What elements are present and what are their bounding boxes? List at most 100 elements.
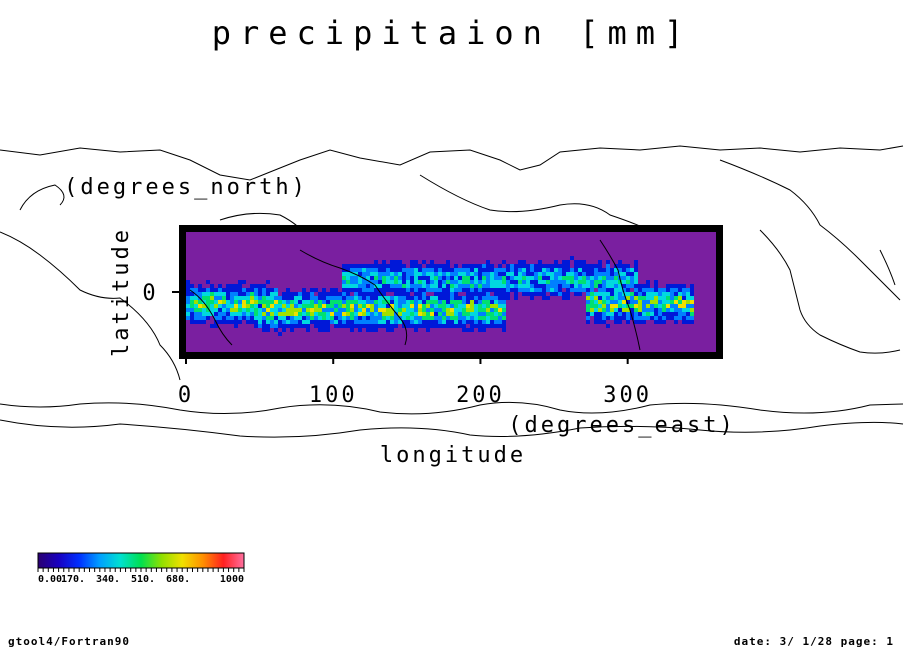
heatmap-cell <box>290 304 294 308</box>
heatmap-cell <box>378 300 382 304</box>
heatmap-cell <box>398 292 402 296</box>
heatmap-cell <box>354 320 358 324</box>
heatmap-cell <box>490 304 494 308</box>
heatmap-cell <box>210 304 214 308</box>
heatmap-cell <box>634 272 638 276</box>
heatmap-cell <box>254 284 258 288</box>
heatmap-cell <box>402 304 406 308</box>
heatmap-cell <box>318 300 322 304</box>
heatmap-cell <box>546 276 550 280</box>
heatmap-cell <box>302 312 306 316</box>
heatmap-cell <box>226 316 230 320</box>
heatmap-cell <box>366 320 370 324</box>
heatmap-cell <box>574 288 578 292</box>
heatmap-cell <box>470 308 474 312</box>
heatmap-cell <box>430 308 434 312</box>
heatmap-cell <box>578 264 582 268</box>
heatmap-cell <box>426 320 430 324</box>
heatmap-cell <box>186 296 190 300</box>
heatmap-cell <box>582 264 586 268</box>
heatmap-cell <box>414 320 418 324</box>
heatmap-cell <box>454 276 458 280</box>
heatmap-cell <box>470 268 474 272</box>
heatmap-cell <box>678 292 682 296</box>
heatmap-cell <box>442 280 446 284</box>
heatmap-cell <box>350 324 354 328</box>
heatmap-cell <box>442 296 446 300</box>
heatmap-cell <box>378 264 382 268</box>
heatmap-cell <box>642 320 646 324</box>
heatmap-cell <box>662 316 666 320</box>
heatmap-cell <box>214 324 218 328</box>
heatmap-cell <box>602 272 606 276</box>
heatmap-cell <box>342 288 346 292</box>
heatmap-cell <box>654 288 658 292</box>
heatmap-cell <box>522 284 526 288</box>
heatmap-cell <box>478 292 482 296</box>
heatmap-cell <box>286 296 290 300</box>
heatmap-cell <box>414 292 418 296</box>
heatmap-cell <box>602 312 606 316</box>
heatmap-cell <box>346 288 350 292</box>
heatmap-cell <box>358 272 362 276</box>
heatmap-cell <box>190 284 194 288</box>
heatmap-cell <box>306 304 310 308</box>
heatmap-cell <box>214 300 218 304</box>
heatmap-cell <box>402 300 406 304</box>
heatmap-cell <box>486 312 490 316</box>
heatmap-cell <box>634 308 638 312</box>
heatmap-cell <box>478 264 482 268</box>
heatmap-cell <box>626 284 630 288</box>
heatmap-cell <box>638 316 642 320</box>
heatmap-cell <box>466 268 470 272</box>
heatmap-cell <box>578 284 582 288</box>
heatmap-cell <box>590 304 594 308</box>
heatmap-cell <box>206 280 210 284</box>
heatmap-cell <box>522 292 526 296</box>
heatmap-cell <box>370 320 374 324</box>
heatmap-cell <box>678 316 682 320</box>
heatmap-cell <box>194 308 198 312</box>
heatmap-cell <box>662 320 666 324</box>
heatmap-cell <box>238 284 242 288</box>
heatmap-cell <box>410 312 414 316</box>
heatmap-cell <box>510 268 514 272</box>
heatmap-cell <box>234 324 238 328</box>
heatmap-cell <box>626 308 630 312</box>
heatmap-cell <box>342 292 346 296</box>
heatmap-cell <box>202 300 206 304</box>
heatmap-cell <box>458 320 462 324</box>
heatmap-cell <box>234 288 238 292</box>
heatmap-cell <box>230 284 234 288</box>
heatmap-cell <box>350 320 354 324</box>
heatmap-cell <box>406 276 410 280</box>
heatmap-cell <box>666 296 670 300</box>
heatmap-cell <box>434 284 438 288</box>
heatmap-cell <box>270 288 274 292</box>
heatmap-cell <box>506 292 510 296</box>
heatmap-cell <box>366 324 370 328</box>
heatmap-cell <box>390 328 394 332</box>
heatmap-cell <box>538 280 542 284</box>
heatmap-cell <box>434 320 438 324</box>
heatmap-cell <box>322 292 326 296</box>
heatmap-cell <box>374 272 378 276</box>
heatmap-cell <box>246 316 250 320</box>
heatmap-cell <box>326 304 330 308</box>
heatmap-cell <box>426 300 430 304</box>
heatmap-cell <box>278 308 282 312</box>
heatmap-cell <box>490 308 494 312</box>
heatmap-cell <box>530 276 534 280</box>
heatmap-cell <box>626 320 630 324</box>
y-tick-label: 0 <box>142 281 155 306</box>
heatmap-cell <box>598 272 602 276</box>
heatmap-cell <box>526 292 530 296</box>
heatmap-cell <box>486 324 490 328</box>
heatmap-cell <box>350 276 354 280</box>
heatmap-cell <box>526 284 530 288</box>
heatmap-cell <box>686 308 690 312</box>
heatmap-cell <box>366 272 370 276</box>
heatmap-cell <box>306 320 310 324</box>
heatmap-cell <box>430 284 434 288</box>
heatmap-cell <box>658 308 662 312</box>
